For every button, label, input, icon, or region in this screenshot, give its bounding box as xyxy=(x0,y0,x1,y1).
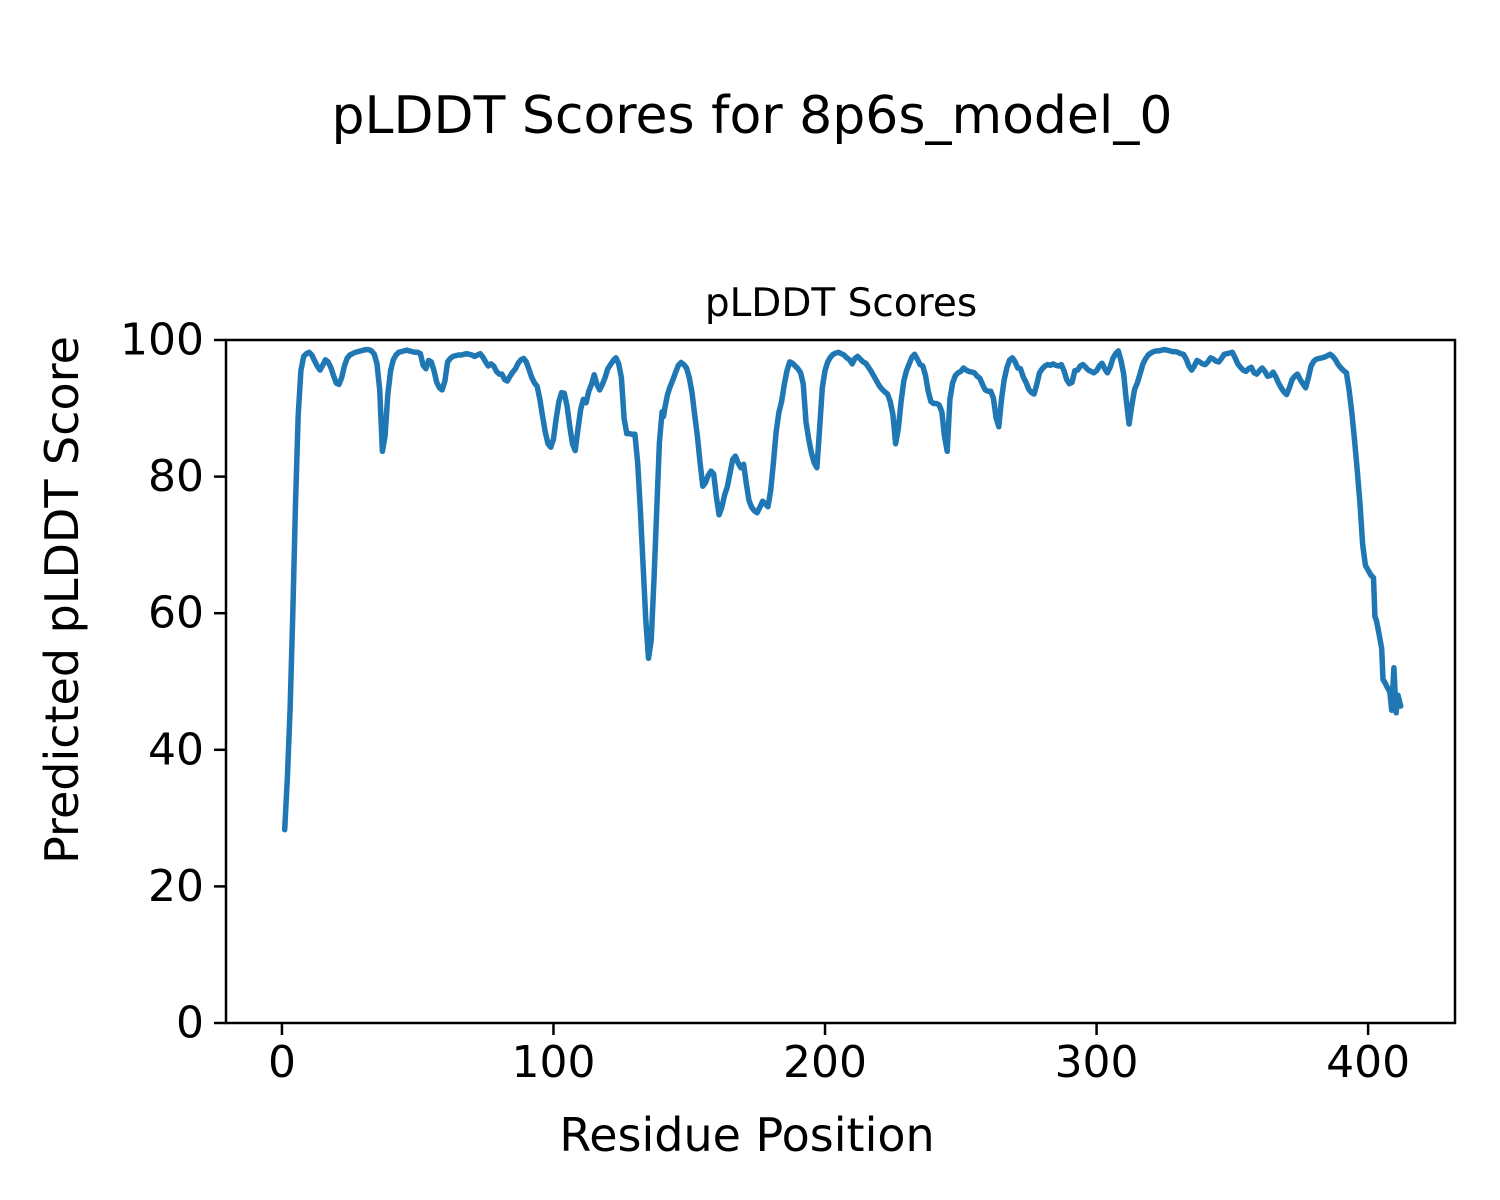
x-axis-label: Residue Position xyxy=(559,1108,934,1162)
plddt-line xyxy=(281,346,1404,833)
y-tick-label: 100 xyxy=(120,315,204,366)
plot-area-border xyxy=(224,338,1457,1025)
x-tick-label: 300 xyxy=(1055,1037,1139,1088)
y-axis-label: Predicted pLDDT Score xyxy=(35,336,89,864)
axes-title: pLDDT Scores xyxy=(705,281,977,326)
figure-title: pLDDT Scores for 8p6s_model_0 xyxy=(332,86,1173,146)
x-tick-label: 400 xyxy=(1326,1037,1410,1088)
y-tick-label: 40 xyxy=(148,724,204,775)
x-axis-ticks: 0 100 200 300 400 xyxy=(268,1023,1410,1088)
y-tick-label: 60 xyxy=(148,588,204,639)
y-tick-label: 80 xyxy=(148,451,204,502)
y-tick-label: 0 xyxy=(176,998,204,1049)
x-tick-label: 0 xyxy=(268,1037,296,1088)
y-tick-label: 20 xyxy=(148,861,204,912)
y-axis-ticks: 0 20 40 60 80 100 xyxy=(120,315,226,1049)
x-tick-label: 100 xyxy=(511,1037,595,1088)
x-tick-label: 200 xyxy=(783,1037,867,1088)
